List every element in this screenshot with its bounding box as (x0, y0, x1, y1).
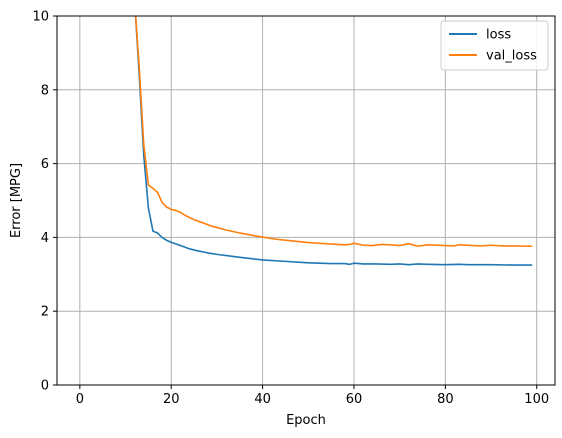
x-tick-label: 60 (346, 392, 363, 407)
series-line-val-loss (134, 16, 533, 248)
x-axis-title: Epoch (286, 413, 326, 428)
grid (57, 15, 555, 386)
plot-series (134, 16, 533, 266)
plot-frame (56, 15, 556, 386)
x-tick-label: 40 (254, 392, 271, 407)
y-tick-label: 8 (41, 83, 49, 98)
y-tick-label: 6 (41, 157, 49, 172)
y-tick-label: 0 (41, 379, 49, 394)
series-line-loss (134, 16, 533, 266)
x-tick-label: 20 (163, 392, 180, 407)
x-tick-label: 0 (76, 392, 84, 407)
legend-label-val-loss: val_loss (486, 49, 537, 64)
legend-label-loss: loss (486, 28, 511, 43)
y-axis-title: Error [MPG] (9, 163, 24, 238)
y-tick-label: 10 (32, 10, 49, 25)
y-tick-label: 2 (41, 305, 49, 320)
x-tick-label: 100 (524, 392, 549, 407)
y-tick-label: 4 (41, 231, 49, 246)
axis-ticks: 0 20 40 60 80 100 0 2 4 6 8 10 (32, 10, 549, 408)
legend: loss val_loss (440, 20, 549, 71)
x-tick-label: 80 (437, 392, 454, 407)
